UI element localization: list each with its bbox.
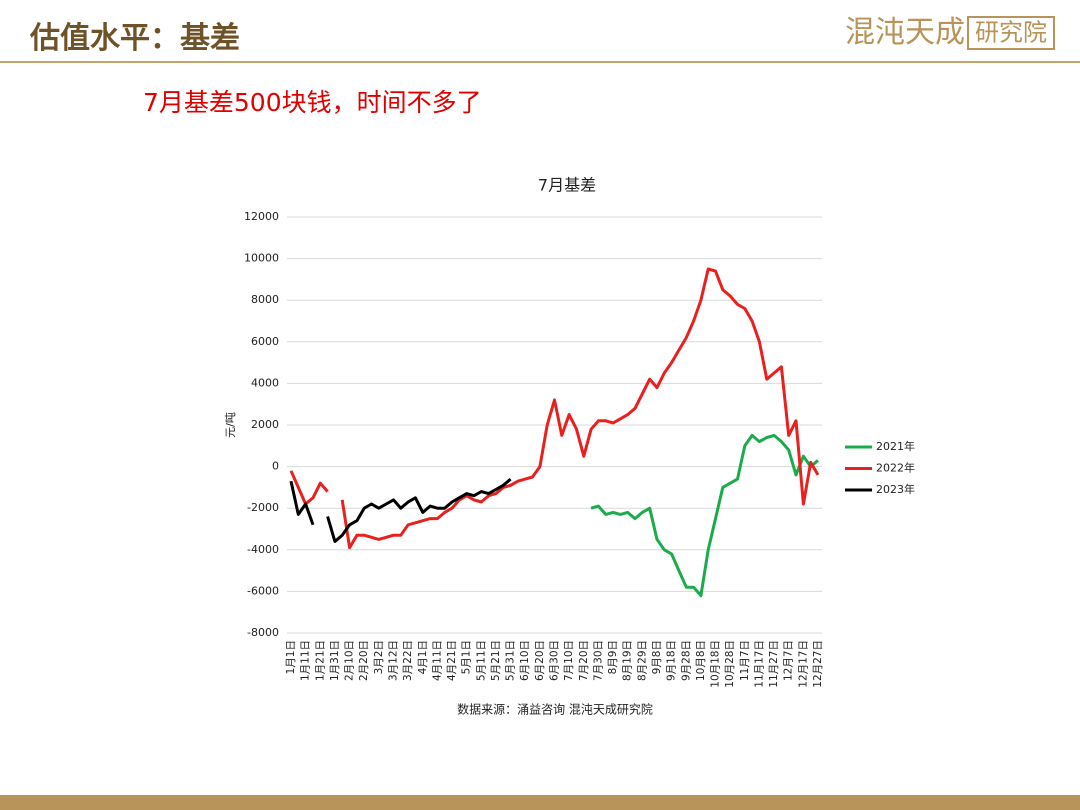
- source-note: 数据来源：涌益咨询 混沌天成研究院: [457, 702, 653, 717]
- x-tick-label: 1月31日: [329, 640, 341, 681]
- x-tick-label: 9月28日: [680, 640, 692, 681]
- x-tick-label: 10月8日: [695, 640, 707, 681]
- series-line: [590, 433, 819, 598]
- logo-name: 混沌天成: [845, 15, 965, 50]
- y-tick-label: 0: [272, 460, 279, 473]
- x-tick-label: 8月29日: [636, 640, 648, 681]
- x-tick-label: 8月9日: [607, 640, 619, 674]
- x-tick-label: 5月21日: [490, 640, 502, 681]
- x-tick-label: 5月11日: [475, 640, 487, 681]
- x-tick-label: 8月19日: [622, 640, 634, 681]
- legend-label: 2023年: [876, 482, 915, 496]
- x-tick-label: 1月21日: [314, 640, 326, 681]
- x-tick-label: 6月20日: [534, 640, 546, 681]
- x-tick-label: 7月10日: [563, 640, 575, 681]
- x-tick-label: 4月11日: [431, 640, 443, 681]
- y-tick-label: 4000: [251, 376, 279, 389]
- series-line: [289, 267, 820, 550]
- y-tick-label: 6000: [251, 335, 279, 348]
- series-line: [289, 477, 512, 543]
- x-tick-label: 2月20日: [358, 640, 370, 681]
- y-tick-label: -4000: [247, 543, 279, 556]
- logo-suffix: 研究院: [975, 19, 1047, 47]
- x-tick-label: 6月30日: [549, 640, 561, 681]
- footer-bar: [0, 795, 1080, 810]
- x-tick-label: 1月1日: [285, 640, 297, 674]
- x-tick-label: 9月18日: [666, 640, 678, 681]
- x-tick-label: 5月1日: [461, 640, 473, 674]
- x-tick-label: 2月10日: [344, 640, 356, 681]
- x-tick-label: 3月22日: [402, 640, 414, 681]
- subtitle: 7月基差500块钱，时间不多了: [143, 88, 482, 117]
- legend-label: 2021年: [876, 439, 915, 453]
- y-axis-label: 元/吨: [224, 412, 237, 438]
- x-tick-label: 11月27日: [768, 640, 780, 688]
- header-title: 估值水平：基差: [29, 21, 240, 56]
- y-tick-label: 10000: [244, 252, 279, 265]
- x-tick-label: 10月28日: [724, 640, 736, 688]
- x-tick-label: 11月7日: [739, 640, 751, 681]
- x-tick-label: 9月8日: [651, 640, 663, 674]
- x-tick-label: 12月27日: [812, 640, 824, 688]
- x-tick-label: 12月17日: [797, 640, 809, 688]
- y-tick-label: -2000: [247, 501, 279, 514]
- y-tick-label: 2000: [251, 418, 279, 431]
- x-tick-label: 10月18日: [710, 640, 722, 688]
- x-tick-label: 3月2日: [373, 640, 385, 674]
- x-tick-label: 12月7日: [783, 640, 795, 681]
- x-tick-label: 7月20日: [578, 640, 590, 681]
- x-tick-label: 11月17日: [753, 640, 765, 688]
- x-tick-label: 6月10日: [519, 640, 531, 681]
- x-tick-label: 3月12日: [387, 640, 399, 681]
- y-tick-label: -6000: [247, 584, 279, 597]
- y-tick-label: 8000: [251, 293, 279, 306]
- x-tick-label: 4月1日: [417, 640, 429, 674]
- y-tick-label: -8000: [247, 626, 279, 639]
- legend-label: 2022年: [876, 461, 915, 475]
- x-tick-label: 1月11日: [300, 640, 312, 681]
- y-tick-label: 12000: [244, 210, 279, 223]
- x-tick-label: 5月31日: [505, 640, 517, 681]
- x-tick-label: 7月30日: [592, 640, 604, 681]
- x-tick-label: 4月21日: [446, 640, 458, 681]
- logo-box: [967, 16, 1055, 50]
- chart-title: 7月基差: [538, 176, 596, 195]
